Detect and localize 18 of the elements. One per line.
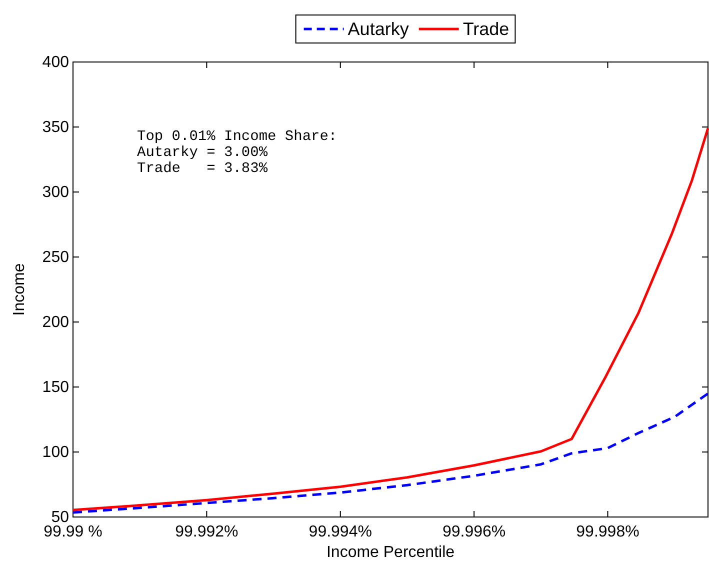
legend-label: Autarky (348, 19, 409, 39)
y-tick-label: 300 (42, 184, 70, 202)
legend-label: Trade (462, 19, 510, 39)
y-axis-title: Income (11, 263, 28, 316)
x-tick-label: 99.992% (175, 523, 238, 540)
annotation: Top 0.01% Income Share: Autarky = 3.00% Trade = 3.83% (137, 129, 338, 177)
x-tick-label: 99.996% (442, 523, 506, 540)
y-tick-label: 200 (42, 314, 70, 332)
y-tick-label: 350 (42, 119, 70, 136)
x-axis-title: Income Percentile (326, 544, 455, 561)
y-tick-label: 400 (42, 54, 70, 72)
y-tick-label: 250 (42, 249, 70, 266)
y-tick-label: 150 (42, 379, 70, 396)
line-series (72, 127, 709, 512)
y-tick-label: 100 (42, 444, 70, 462)
x-tick-label: 99.998% (576, 523, 640, 540)
line-series (72, 392, 709, 514)
x-tick-label: 99.994% (308, 523, 372, 540)
